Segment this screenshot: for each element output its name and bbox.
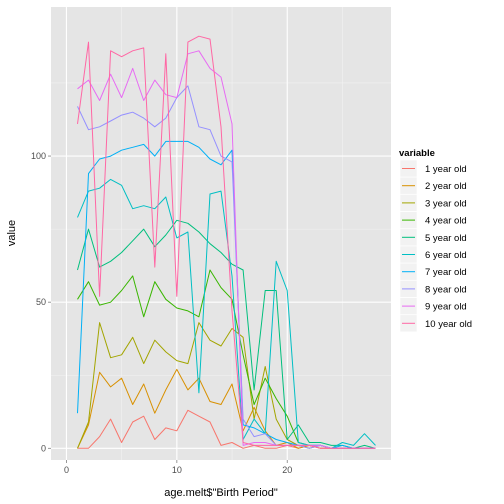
legend-label: 7 year old (425, 267, 467, 278)
legend-label: 4 year old (425, 216, 467, 227)
y-tick-label: 50 (36, 297, 46, 307)
y-axis-title: value (6, 220, 18, 246)
y-tick-label: 0 (41, 443, 46, 453)
series-line (77, 219, 376, 449)
legend-label: 5 year old (425, 233, 467, 244)
axis-ticks: 0 10 20 0 50 100 (31, 151, 292, 475)
legend-title: variable (399, 148, 435, 159)
series-lines (77, 35, 376, 449)
y-tick-label: 100 (31, 151, 46, 161)
legend-label: 2 year old (425, 181, 467, 192)
legend-items: 1 year old 2 year old 3 year old 4 year old… (399, 159, 472, 333)
legend-label: 9 year old (425, 302, 467, 313)
legend: variable 1 year old 2 year old 3 year old 4… (399, 148, 472, 333)
legend-label: 8 year old (425, 284, 467, 295)
series-line (77, 50, 376, 449)
legend-label: 3 year old (425, 198, 467, 209)
series-line (77, 35, 376, 449)
legend-label: 10 year old (425, 319, 472, 330)
legend-label: 6 year old (425, 250, 467, 261)
x-tick-label: 10 (172, 465, 182, 475)
x-axis-title: age.melt$"Birth Period" (164, 487, 278, 499)
x-tick-label: 0 (64, 465, 69, 475)
legend-label: 1 year old (425, 164, 467, 175)
x-tick-label: 20 (282, 465, 292, 475)
